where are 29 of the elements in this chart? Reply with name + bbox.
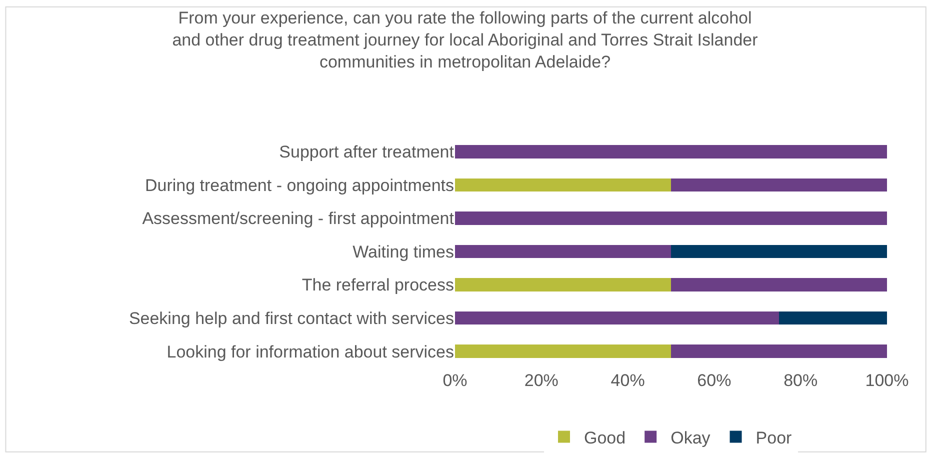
- bar: [671, 278, 887, 292]
- bar: [455, 344, 671, 358]
- y-tick-label: During treatment - ongoing appointments: [144, 176, 454, 195]
- legend-label: Good: [584, 428, 626, 448]
- y-tick-label: Seeking help and first contact with services: [128, 309, 454, 328]
- chart-title: From your experience, can you rate the following parts of the current alcohol and other drug treatment journey for local Aboriginal and Torres Strait Islander communities in metropolitan Adelaide?: [172, 8, 758, 72]
- legend-label: Okay: [670, 428, 711, 448]
- y-tick-label: Support after treatment: [279, 142, 454, 162]
- x-tick-label: 80%: [784, 371, 818, 390]
- bar: [455, 178, 671, 192]
- bar: [671, 178, 887, 192]
- bar: [671, 344, 887, 358]
- y-tick-label: Waiting times: [352, 242, 454, 262]
- x-tick-label: 60%: [697, 371, 732, 390]
- bar: [455, 311, 779, 325]
- bar: [455, 144, 887, 158]
- bar: [455, 244, 671, 258]
- x-tick-label: 40%: [610, 371, 645, 390]
- y-tick-label: The referral process: [302, 276, 454, 295]
- x-tick-label: 0%: [442, 371, 468, 390]
- y-tick-label: Assessment/screening - first appointment: [142, 209, 454, 228]
- bar: [671, 244, 887, 258]
- x-tick-label: 20%: [524, 371, 558, 390]
- bar: [455, 212, 887, 225]
- legend-label: Poor: [756, 428, 792, 448]
- bar: [779, 311, 887, 325]
- x-tick-label: 100%: [865, 371, 909, 390]
- bar: [455, 278, 671, 292]
- y-tick-label: Looking for information about services: [166, 342, 454, 362]
